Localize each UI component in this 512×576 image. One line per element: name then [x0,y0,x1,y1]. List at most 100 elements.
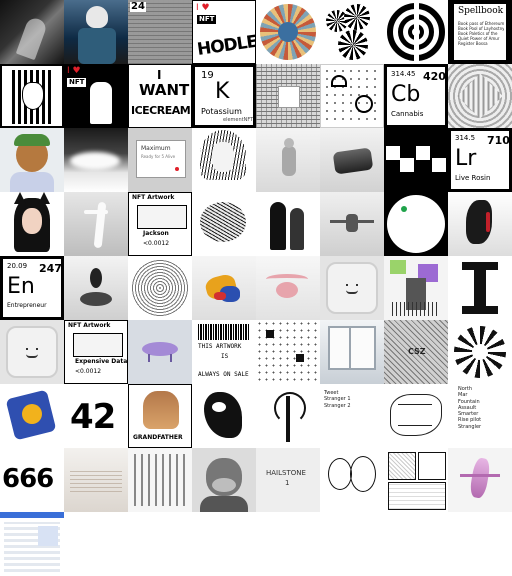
pixel-block-1 [386,146,400,160]
tile-line-faces[interactable] [320,448,384,512]
tile-robot-collage[interactable] [384,256,448,320]
tile-colorful-sculpture[interactable] [192,256,256,320]
tile-ink-figures[interactable] [256,192,320,256]
tile-number-42[interactable]: 42 [64,384,128,448]
tile-comic-panels[interactable] [384,448,448,512]
tile-cat-ear-portrait[interactable] [0,192,64,256]
tile-3d-pedestal[interactable] [64,256,128,320]
spellbook-line: Book Pool of Layhostny [458,26,504,31]
figure-shape [90,82,112,124]
tile-face-square-1[interactable] [320,256,384,320]
tile-photo-cat[interactable] [64,0,128,64]
ink-figure-1 [270,202,286,250]
tile-figure-dark[interactable] [0,0,64,64]
tile-icon-pattern[interactable] [256,320,320,384]
element-name: Cannabis [391,110,424,118]
tile-flower-burst[interactable] [448,320,512,384]
tile-nft-artwork-card[interactable]: NFT Artwork Jackson <0.0012 [128,192,192,256]
tile-pink-crystal[interactable] [448,448,512,512]
tweet-line: Tweet [324,390,339,396]
character-face [22,82,44,110]
list-lines: North Mar Fountain Assault Smarter Rise pilot… [458,386,508,430]
tweet-line: Stranger 2 [324,402,351,409]
tile-element-potassium[interactable]: 19 K Potassium elementNFT [192,64,256,128]
tile-op-art-squares[interactable] [448,64,512,128]
op-art-diamond [457,73,503,119]
tile-i-want-icecream[interactable]: I WANT ICECREAM [128,64,192,128]
sale-line-1: THIS ARTWORK [198,343,242,350]
tile-face-square-2[interactable] [0,320,64,384]
tile-pink-crab[interactable] [256,256,320,320]
tile-ink-splash[interactable] [192,384,256,448]
tile-black-sculpture[interactable] [448,192,512,256]
tile-bw-character[interactable] [0,64,64,128]
collage-purple [418,264,438,282]
tile-spiral-fans[interactable] [320,0,384,64]
tile-3d-dancer[interactable] [64,192,128,256]
tile-number-666[interactable]: 666 [0,448,64,512]
tile-mandala[interactable] [256,0,320,64]
tile-hodler[interactable]: I ♥ NFT HODLER [192,0,256,64]
tile-pixel-i-beam[interactable] [448,256,512,320]
maze-center-box [278,86,300,108]
tile-sketch-portrait[interactable] [192,128,256,192]
hailstone-number: 1 [285,479,290,487]
crab-body [276,282,298,298]
tile-pixel-blocks[interactable] [384,128,448,192]
dancer-body [93,201,107,249]
tile-3d-figure[interactable] [256,128,320,192]
ink-figure [204,392,242,438]
tile-radio-tower[interactable] [256,384,320,448]
tile-maze-24[interactable]: 24 [128,0,192,64]
tile-maximum-card[interactable]: Maximum Ready for 5 Alive [128,128,192,192]
spellbook-line: Quiet Power of Amur [458,36,500,41]
tile-circle-dot[interactable] [384,192,448,256]
cartoon-shirt [10,172,54,192]
maximum-card: Maximum Ready for 5 Alive [136,140,186,178]
tile-element-cannabis[interactable]: 314.45 420 Cb Cannabis [384,64,448,128]
dark-figure-shape [15,15,49,61]
tile-line-map[interactable] [384,384,448,448]
tile-element-entrepreneur[interactable]: 20.09 247 En Entrepreneur [0,256,64,320]
card-name: Jackson [143,230,169,237]
tile-bored-ape[interactable] [192,448,256,512]
tile-concentric-circles[interactable] [384,0,448,64]
ape-muzzle [212,478,236,492]
tile-i-love-nft[interactable]: I ♥ NFT [64,64,128,128]
nft-badge: NFT [197,15,217,24]
card-orb [22,404,42,424]
tile-cartoon-head[interactable] [0,128,64,192]
tile-drone-3d[interactable] [320,192,384,256]
tile-maze-square[interactable] [256,64,320,128]
tile-window-room[interactable] [320,320,384,384]
comic-panel-1 [388,452,416,480]
tile-ui-screenshot[interactable] [0,512,64,576]
tile-3d-device[interactable] [320,128,384,192]
tile-grandfather[interactable]: GRANDFATHER [128,384,192,448]
tile-mini-figures[interactable] [128,448,192,512]
tile-doodle-icons[interactable] [320,64,384,128]
tile-csz-pattern[interactable]: CSZ [384,320,448,384]
tile-knot-3d[interactable] [192,192,256,256]
card-image [137,205,187,229]
element-mass: 20.09 [7,262,28,270]
ink-figure-2 [290,208,304,250]
cat-head-shape [86,6,108,28]
tile-card-badge[interactable] [0,384,64,448]
tile-tweet-list[interactable]: Tweet Stranger 1 Stranger 2 [320,384,384,448]
tile-element-live-rosin[interactable]: 314.5 710 Lr Live Rosin [448,128,512,192]
tile-purple-creature[interactable] [128,320,192,384]
tile-always-on-sale[interactable]: THIS ARTWORK IS ALWAYS ON SALE [192,320,256,384]
tile-faded-scene[interactable] [64,448,128,512]
tile-spellbook[interactable]: Spellbook Book pass of Ethereum Book Pool… [448,0,512,64]
tile-hailstone[interactable]: HAILSTONE 1 [256,448,320,512]
spellbook-title: Spellbook [458,6,504,16]
tile-text-list[interactable]: North Mar Fountain Assault Smarter Rise pilot… [448,384,512,448]
tile-nft-artwork-card-2[interactable]: NFT Artwork Expensive Data <0.0012 [64,320,128,384]
tile-smoke-landscape[interactable] [64,128,128,192]
tile-number-label: 24 [130,1,146,12]
tile-spiral-rings[interactable] [128,256,192,320]
doodle-pattern [323,67,381,125]
card-image [73,333,123,357]
